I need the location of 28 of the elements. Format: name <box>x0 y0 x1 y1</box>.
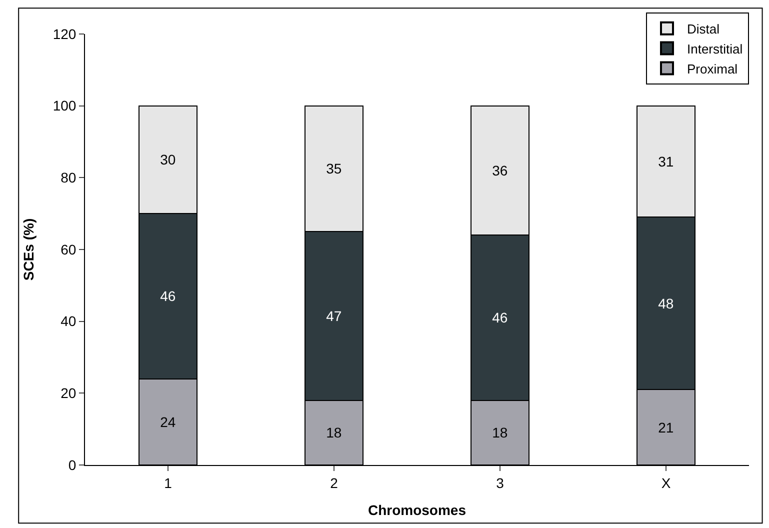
y-tick-label: 0 <box>68 456 76 473</box>
data-label: 35 <box>326 160 342 177</box>
y-tick-label: 80 <box>60 170 76 186</box>
data-label: 30 <box>160 152 176 168</box>
y-tick-label: 60 <box>60 241 76 258</box>
data-label: 18 <box>492 424 508 441</box>
y-tick-label: 40 <box>60 313 76 330</box>
x-tick-label: 1 <box>164 474 172 491</box>
data-label: 18 <box>326 424 342 441</box>
x-tick-label: 2 <box>330 474 338 491</box>
data-label: 24 <box>160 414 176 430</box>
data-label: 31 <box>658 154 674 170</box>
data-label: 36 <box>492 162 508 178</box>
legend-label: Proximal <box>687 61 738 76</box>
data-label: 46 <box>160 288 176 304</box>
data-label: 21 <box>658 419 674 436</box>
data-label: 47 <box>326 308 342 324</box>
x-tick-label: X <box>661 474 672 491</box>
y-tick-label: 100 <box>52 98 76 114</box>
legend-label: Distal <box>687 21 720 36</box>
data-label: 46 <box>492 310 508 326</box>
y-tick-label: 120 <box>52 26 76 42</box>
y-tick-label: 20 <box>60 385 76 402</box>
data-label: 48 <box>658 295 674 312</box>
legend-label: Interstitial <box>687 41 743 56</box>
y-axis-title: SCEs (%) <box>20 218 36 281</box>
x-tick-label: 3 <box>496 474 504 491</box>
x-axis-title: Chromosomes <box>368 502 466 518</box>
